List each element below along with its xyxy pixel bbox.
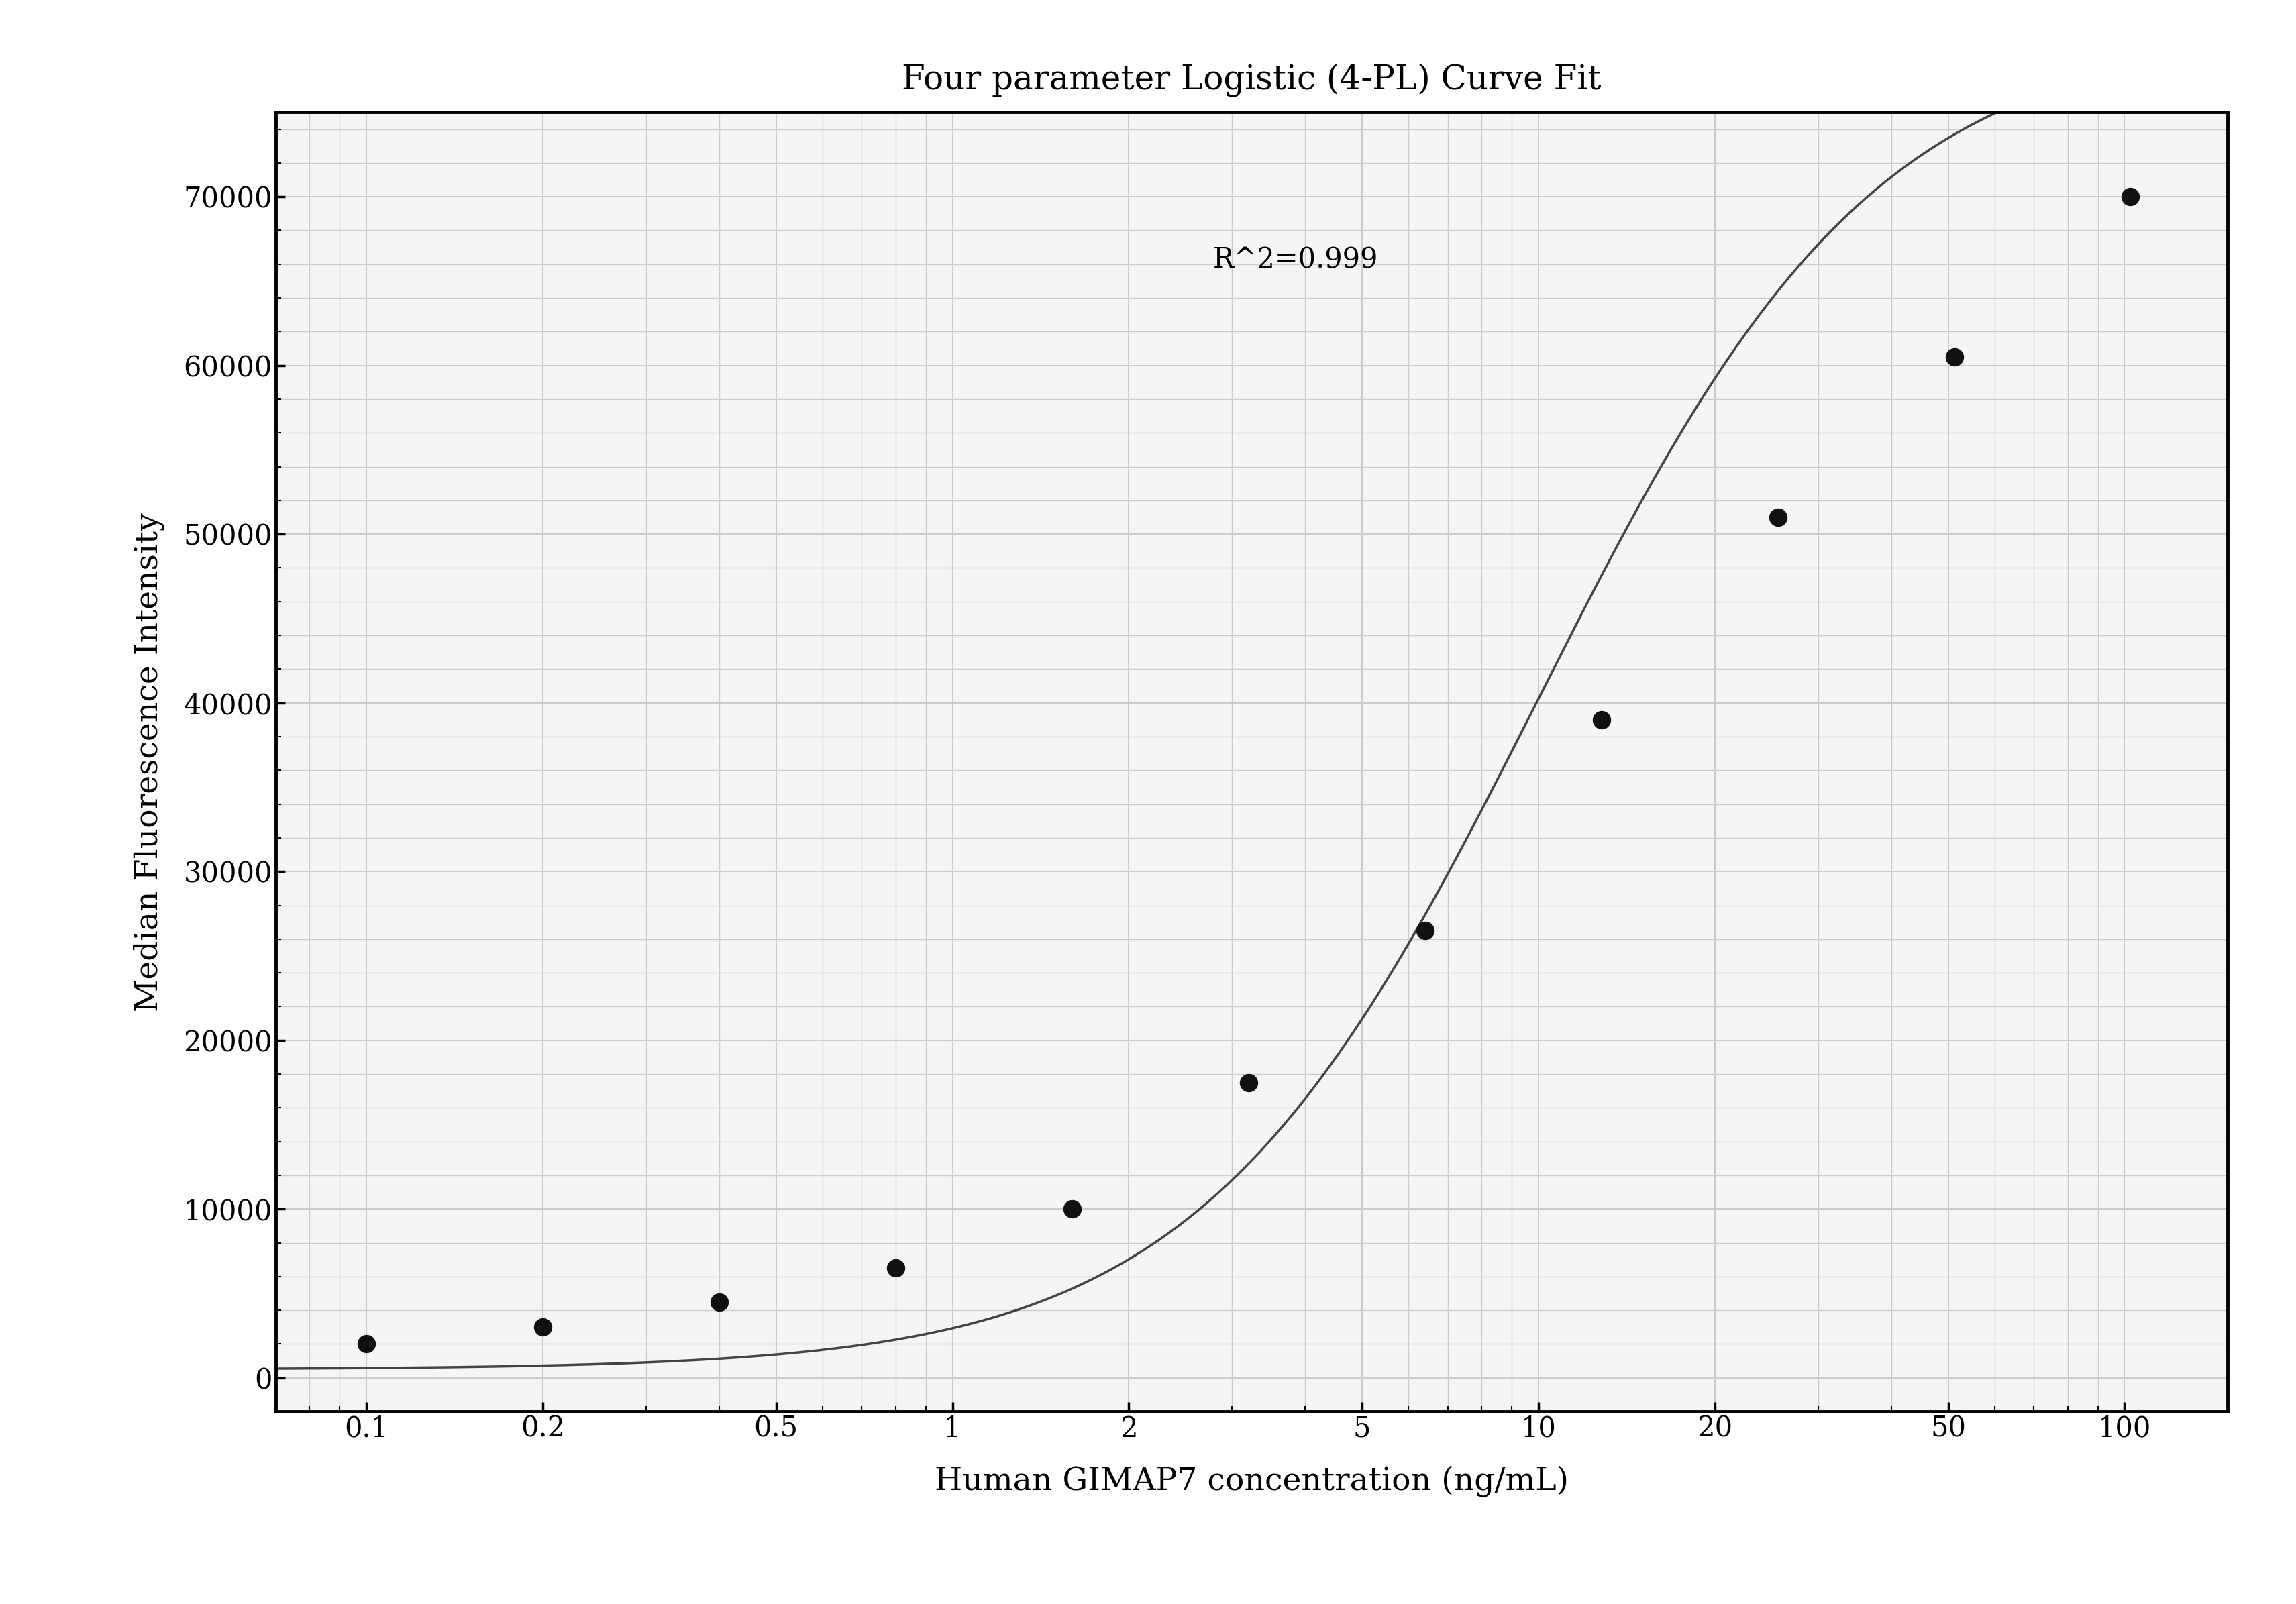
Text: R^2=0.999: R^2=0.999 (1212, 245, 1378, 274)
Y-axis label: Median Fluorescence Intensity: Median Fluorescence Intensity (133, 512, 165, 1012)
Title: Four parameter Logistic (4-PL) Curve Fit: Four parameter Logistic (4-PL) Curve Fit (902, 63, 1600, 96)
Point (1936, 345, 1972, 371)
Point (877, 1256, 914, 1282)
Point (1582, 707, 1619, 733)
Point (1405, 917, 1442, 943)
Point (1759, 504, 1795, 529)
X-axis label: Human GIMAP7 concentration (ng/mL): Human GIMAP7 concentration (ng/mL) (934, 1466, 1568, 1497)
Point (1054, 1197, 1091, 1222)
Point (523, 1314, 560, 1339)
Point (349, 1331, 386, 1357)
Point (700, 1290, 737, 1315)
Point (2112, 184, 2149, 210)
Point (1231, 1070, 1267, 1096)
